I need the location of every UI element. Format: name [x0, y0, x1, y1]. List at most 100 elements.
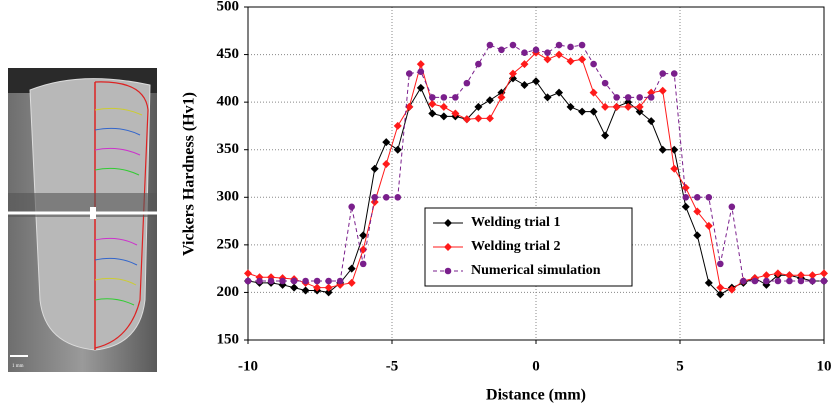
marker — [290, 283, 299, 292]
x-tick-label: 10 — [817, 358, 832, 374]
marker — [647, 94, 655, 101]
marker — [521, 49, 528, 56]
marker — [727, 285, 736, 294]
marker — [532, 46, 540, 54]
marker — [555, 41, 563, 49]
marker — [393, 121, 402, 130]
marker — [370, 198, 379, 207]
legend-label: Welding trial 1 — [471, 215, 560, 230]
marker — [613, 94, 620, 101]
marker — [451, 109, 460, 118]
marker — [785, 271, 794, 280]
legend-marker — [444, 267, 452, 275]
y-tick-label: 350 — [217, 141, 240, 157]
marker — [681, 202, 690, 211]
marker — [704, 278, 713, 287]
marker — [555, 88, 564, 97]
marker — [544, 49, 551, 56]
marker — [786, 277, 793, 285]
marker — [452, 94, 459, 101]
marker — [382, 193, 390, 201]
scale-label: 1 mm — [12, 364, 24, 369]
marker — [670, 70, 678, 77]
marker — [475, 60, 482, 68]
x-tick-label: -5 — [386, 358, 399, 374]
marker — [624, 94, 632, 101]
marker — [555, 50, 564, 59]
legend-marker — [444, 219, 452, 227]
marker — [520, 81, 529, 90]
marker — [429, 94, 436, 101]
marker — [359, 260, 367, 268]
marker — [474, 102, 483, 111]
marker — [497, 93, 506, 102]
marker — [820, 269, 828, 278]
marker — [347, 264, 356, 273]
marker — [774, 277, 782, 285]
marker — [820, 277, 828, 285]
marker — [693, 193, 701, 201]
marker — [393, 145, 402, 154]
marker — [416, 83, 425, 92]
marker — [773, 269, 782, 278]
marker — [382, 159, 391, 168]
marker — [347, 278, 356, 287]
marker — [704, 221, 713, 230]
marker — [566, 57, 575, 66]
marker — [717, 260, 724, 268]
marker — [279, 277, 286, 285]
marker — [267, 277, 275, 285]
marker — [578, 55, 587, 64]
marker — [324, 283, 333, 292]
marker — [359, 231, 368, 240]
y-tick-label: 250 — [217, 236, 240, 252]
x-tick-label: 0 — [532, 358, 540, 374]
marker — [405, 70, 413, 77]
marker — [693, 231, 702, 240]
marker — [325, 277, 332, 285]
marker — [324, 288, 333, 297]
marker — [566, 102, 575, 111]
marker — [497, 88, 506, 97]
marker — [589, 88, 598, 97]
marker — [635, 107, 644, 116]
marker — [612, 102, 621, 111]
marker — [382, 138, 391, 147]
marker — [313, 283, 322, 292]
marker — [256, 277, 263, 285]
marker — [567, 43, 574, 51]
marker — [336, 277, 344, 285]
y-tick-label: 200 — [217, 284, 240, 300]
legend-marker — [444, 243, 452, 251]
marker — [716, 283, 725, 292]
marker — [532, 77, 540, 86]
marker — [751, 277, 759, 285]
marker — [428, 109, 437, 118]
legend: Welding trial 1 Welding trial 2 Numerical … — [424, 207, 633, 287]
marker — [681, 183, 690, 192]
marker — [647, 117, 656, 126]
marker — [313, 277, 321, 285]
marker — [716, 290, 725, 299]
marker — [624, 102, 633, 111]
legend-label: Numerical simulation — [471, 263, 601, 278]
legend-label: Welding trial 2 — [471, 239, 560, 254]
marker — [440, 94, 448, 101]
marker — [740, 277, 747, 285]
marker — [348, 203, 355, 211]
marker — [543, 93, 552, 102]
marker — [693, 207, 702, 216]
marker — [416, 60, 425, 69]
marker — [520, 60, 529, 69]
marker — [244, 277, 252, 285]
marker — [485, 114, 494, 123]
x-axis-title: Distance (mm) — [486, 387, 586, 404]
marker — [244, 269, 252, 278]
marker — [370, 164, 379, 173]
marker — [658, 86, 667, 95]
marker — [405, 102, 414, 111]
marker — [624, 98, 633, 107]
marker — [474, 114, 483, 123]
